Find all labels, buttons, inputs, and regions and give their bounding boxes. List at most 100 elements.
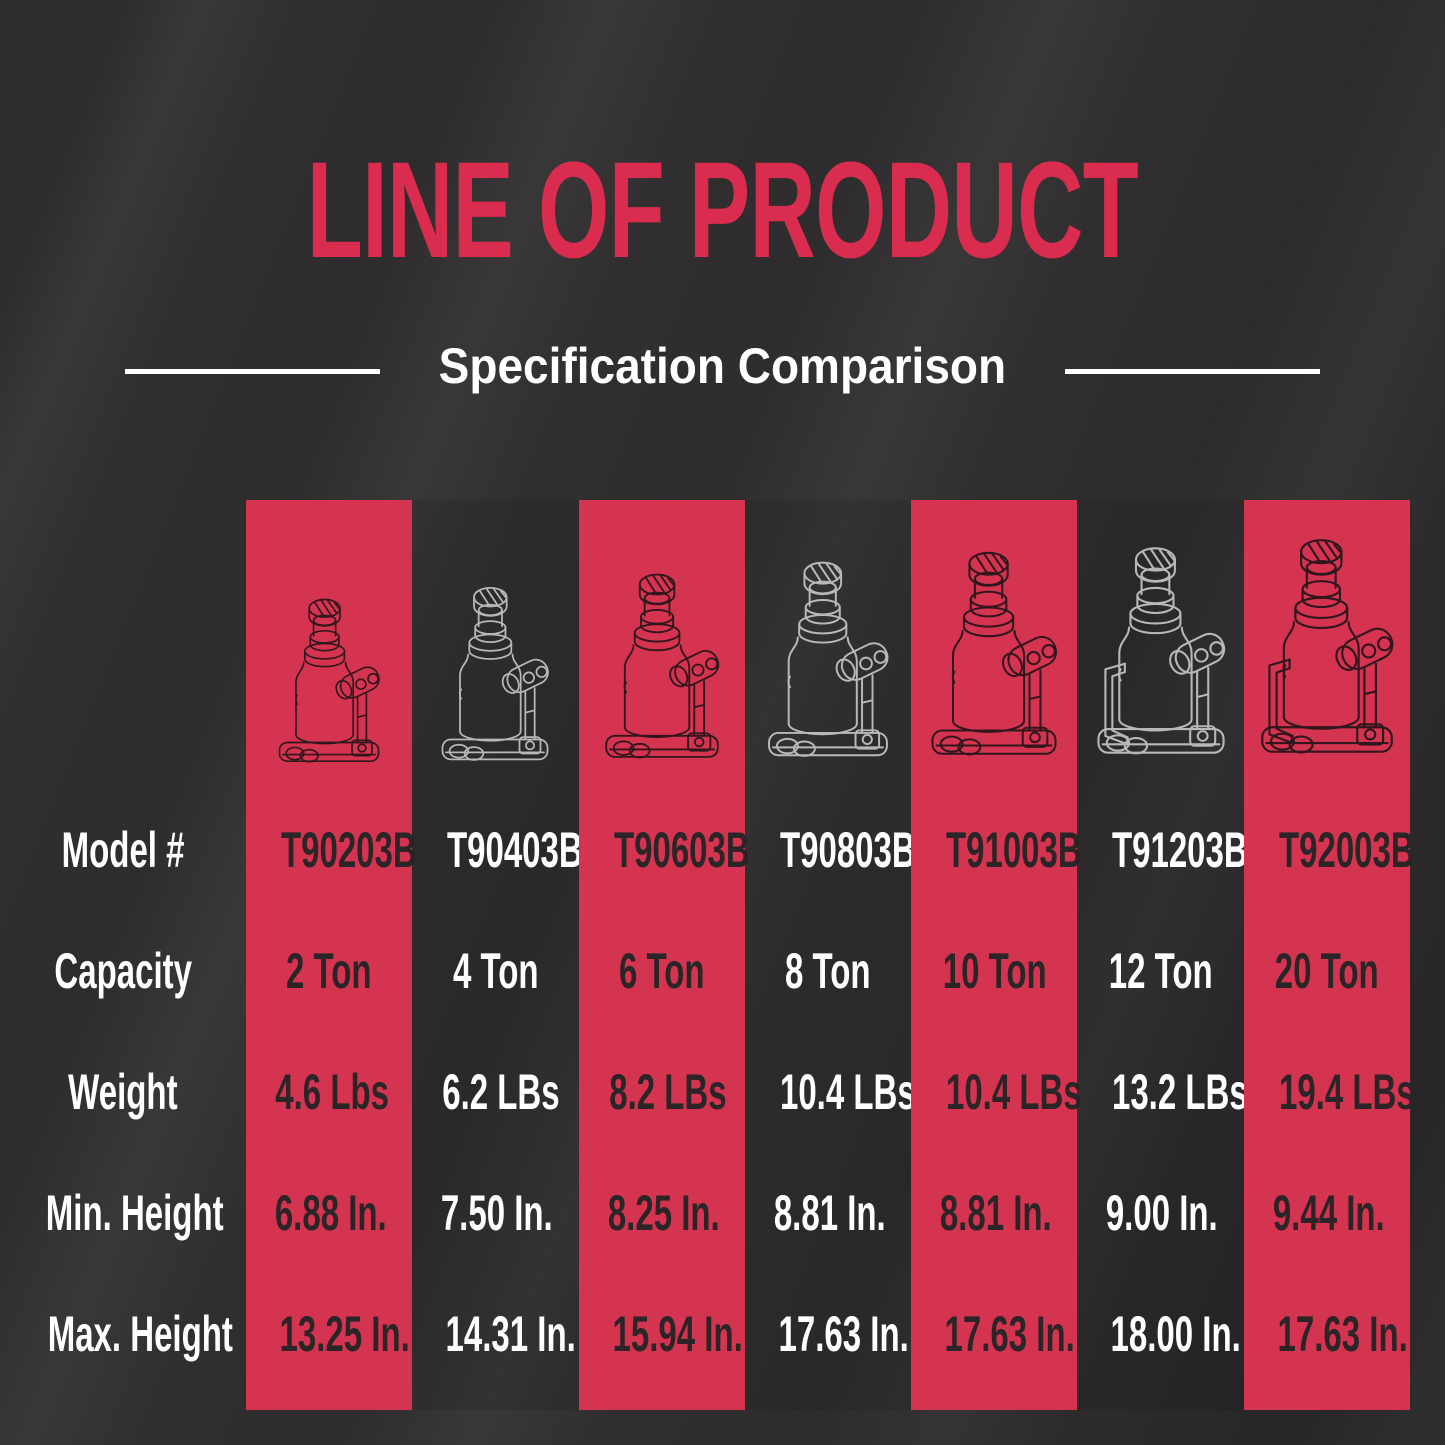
model-number-cell: T91203B (1077, 825, 1248, 875)
min-height-value-cell: 8.81 In. (745, 1188, 911, 1238)
jack-body-icon (952, 629, 1026, 733)
jack-pump-icon (335, 666, 380, 757)
product-column: T90803B 8 Ton 10.4 LBs 8.81 In. 17.63 In… (744, 0, 916, 1445)
row-label-min-height: Min. Height (45, 1185, 224, 1241)
subtitle: Specification Comparison (438, 338, 1007, 394)
bottle-jack-illustration (926, 546, 1063, 792)
page-title: LINE OF PRODUCT (306, 134, 1139, 287)
bottle-jack-illustration (600, 568, 724, 792)
capacity-value: 20 Ton (1274, 943, 1379, 999)
capacity-value-cell: 20 Ton (1244, 946, 1410, 996)
model-number: T91203B (1112, 822, 1249, 878)
product-column: T90603B 6 Ton 8.2 LBs 8.25 In. 15.94 In. (578, 0, 750, 1445)
model-number-cell: T90603B (579, 825, 750, 875)
weight-value-cell: 8.2 LBs (579, 1067, 745, 1117)
jack-body-icon (623, 644, 690, 738)
product-column: T90203B 2 Ton 4.6 Lbs 6.88 In. 13.25 In. (246, 0, 417, 1445)
max-height-value-cell: 14.31 In. (412, 1309, 578, 1359)
jack-ram-icon (804, 580, 841, 625)
model-number: T91003B (946, 822, 1082, 878)
weight-value-cell: 10.4 LBs (745, 1067, 916, 1117)
model-number-cell: T91003B (911, 825, 1082, 875)
column-band (911, 500, 1078, 1410)
max-height-value-cell: 18.00 In. (1077, 1309, 1243, 1359)
jack-handle-icon (1103, 662, 1129, 746)
weight-value: 4.6 Lbs (275, 1064, 390, 1120)
jack-body-icon (295, 661, 355, 745)
weight-value: 10.4 LBs (779, 1064, 916, 1120)
weight-value: 10.4 LBs (946, 1064, 1082, 1120)
jack-collar-icon (963, 606, 1015, 638)
model-number-cell: T90803B (745, 825, 916, 875)
jack-collar-icon (1294, 596, 1349, 630)
jack-base-icon (278, 741, 380, 763)
jack-base-icon (1096, 728, 1225, 755)
weight-value-cell: 6.2 LBs (412, 1067, 578, 1117)
min-height-value: 8.81 In. (773, 1185, 886, 1241)
capacity-value: 2 Ton (286, 943, 372, 999)
column-band (246, 500, 413, 1410)
max-height-value: 15.94 In. (612, 1306, 743, 1362)
jack-body-icon (459, 653, 522, 742)
weight-value-cell: 10.4 LBs (911, 1067, 1082, 1117)
jack-pump-icon (502, 658, 550, 755)
weight-value: 13.2 LBs (1112, 1064, 1249, 1120)
weight-value-cell: 13.2 LBs (1077, 1067, 1248, 1117)
capacity-value: 10 Ton (942, 943, 1047, 999)
jack-base-icon (604, 734, 719, 759)
row-label-capacity: Capacity (54, 943, 192, 999)
weight-value-cell: 4.6 Lbs (246, 1067, 412, 1117)
column-band (578, 500, 745, 1410)
model-number: T92003B (1278, 822, 1415, 878)
capacity-value-cell: 2 Ton (246, 946, 412, 996)
model-number-cell: T92003B (1244, 825, 1415, 875)
min-height-value-cell: 8.25 In. (579, 1188, 745, 1238)
model-number-cell: T90203B (246, 825, 417, 875)
jack-collar-icon (798, 614, 848, 644)
jack-base-icon (1260, 726, 1393, 754)
product-column: T92003B 20 Ton 19.4 LBs 9.44 In. 17.63 I… (1243, 0, 1415, 1445)
min-height-value: 7.50 In. (441, 1185, 553, 1241)
jack-body-icon (1282, 621, 1360, 730)
capacity-value-cell: 8 Ton (745, 946, 911, 996)
jack-handle-icon (1268, 658, 1294, 745)
jack-collar-icon (468, 633, 513, 660)
min-height-value: 8.81 In. (939, 1185, 1052, 1241)
bottle-jack-illustration (1255, 533, 1399, 792)
capacity-value-cell: 12 Ton (1077, 946, 1243, 996)
min-height-value: 8.25 In. (607, 1185, 720, 1241)
weight-value: 19.4 LBs (1278, 1064, 1415, 1120)
product-column: T91203B 12 Ton 13.2 LBs 9.00 In. 18.00 I… (1077, 0, 1248, 1445)
model-number: T90603B (613, 822, 750, 878)
jack-body-icon (1117, 626, 1193, 732)
bottle-jack-illustration (1091, 541, 1230, 792)
capacity-value: 8 Ton (785, 943, 871, 999)
jack-ram-icon (309, 614, 340, 652)
column-band (412, 500, 579, 1410)
capacity-value-cell: 6 Ton (579, 946, 745, 996)
model-number-cell: T90403B (412, 825, 583, 875)
min-height-value-cell: 9.44 In. (1244, 1188, 1410, 1238)
capacity-value-cell: 10 Ton (911, 946, 1077, 996)
jack-pump-icon (668, 649, 719, 752)
jack-collar-icon (633, 623, 680, 652)
capacity-value: 12 Ton (1108, 943, 1213, 999)
max-height-value: 17.63 In. (944, 1306, 1075, 1362)
subtitle-rule-right (1065, 369, 1320, 374)
jack-base-icon (442, 738, 549, 761)
min-height-value: 9.00 In. (1106, 1185, 1219, 1241)
capacity-value-cell: 4 Ton (412, 946, 578, 996)
row-label-weight: Weight (68, 1064, 178, 1120)
jack-body-icon (787, 636, 858, 736)
jack-base-icon (768, 731, 888, 757)
product-column: T91003B 10 Ton 10.4 LBs 8.81 In. 17.63 I… (911, 0, 1082, 1445)
min-height-value-cell: 6.88 In. (246, 1188, 412, 1238)
jack-pump-icon (1168, 632, 1225, 747)
max-height-value-cell: 17.63 In. (745, 1309, 911, 1359)
max-height-value: 14.31 In. (445, 1306, 577, 1362)
min-height-value-cell: 9.00 In. (1077, 1188, 1243, 1238)
jack-ram-icon (639, 591, 674, 634)
max-height-value: 17.63 In. (1277, 1306, 1408, 1362)
max-height-value-cell: 17.63 In. (911, 1309, 1077, 1359)
max-height-value: 18.00 In. (1110, 1306, 1242, 1362)
